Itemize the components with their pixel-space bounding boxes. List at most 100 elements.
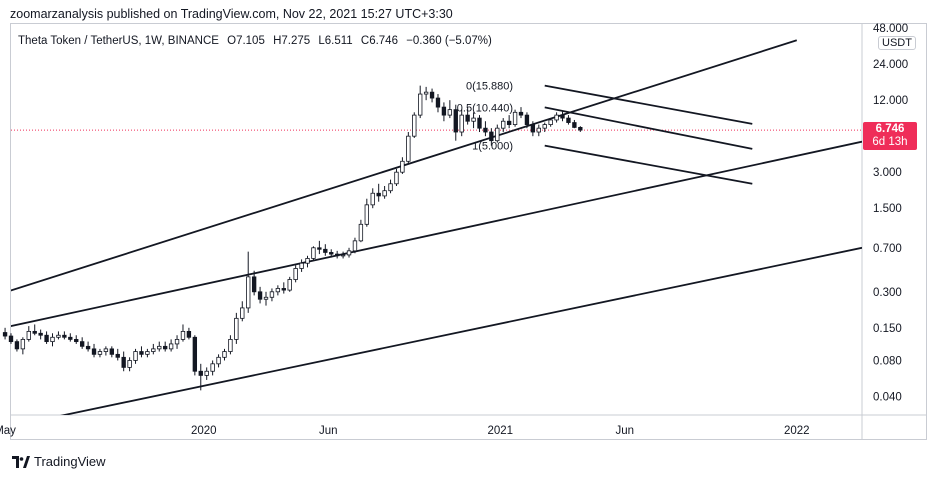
- candle-up[interactable]: [228, 339, 233, 352]
- candle-down[interactable]: [530, 124, 536, 133]
- candle-up[interactable]: [275, 288, 281, 293]
- candle-up[interactable]: [554, 114, 559, 121]
- candle-up[interactable]: [406, 135, 411, 162]
- candle-down[interactable]: [8, 335, 14, 343]
- candle-down[interactable]: [251, 276, 257, 293]
- trend-line[interactable]: [0, 140, 862, 333]
- candle-up[interactable]: [263, 296, 269, 300]
- candle-up[interactable]: [133, 351, 138, 361]
- candle-down[interactable]: [560, 114, 565, 119]
- candle-down[interactable]: [334, 253, 340, 257]
- candle-down[interactable]: [465, 114, 470, 122]
- candle-down[interactable]: [566, 117, 571, 123]
- candle-up[interactable]: [26, 330, 31, 340]
- candle-down[interactable]: [578, 126, 583, 131]
- candle-down[interactable]: [139, 351, 144, 355]
- candle-up[interactable]: [20, 339, 26, 350]
- candle-down[interactable]: [68, 336, 73, 340]
- candle-up[interactable]: [459, 114, 464, 133]
- trend-line[interactable]: [544, 106, 753, 150]
- candle-up[interactable]: [447, 109, 453, 116]
- candle-down[interactable]: [518, 111, 524, 116]
- candle-up[interactable]: [151, 348, 156, 352]
- candle-down[interactable]: [109, 348, 114, 355]
- candle-down[interactable]: [91, 348, 97, 355]
- candle-up[interactable]: [168, 343, 174, 350]
- candle-down[interactable]: [44, 334, 49, 343]
- candle-up[interactable]: [412, 114, 417, 137]
- candle-up[interactable]: [216, 356, 221, 365]
- candle-up[interactable]: [471, 117, 476, 122]
- candle-up[interactable]: [388, 183, 393, 192]
- candle-up[interactable]: [127, 360, 132, 368]
- candle-down[interactable]: [477, 117, 482, 129]
- candle-down[interactable]: [38, 332, 43, 336]
- candle-up[interactable]: [382, 190, 387, 197]
- candle-up[interactable]: [50, 336, 55, 343]
- candle-up[interactable]: [240, 307, 245, 319]
- candle-up[interactable]: [204, 370, 209, 376]
- candle-down[interactable]: [62, 334, 67, 338]
- candle-up[interactable]: [394, 171, 399, 185]
- candle-up[interactable]: [246, 276, 251, 309]
- candle-up[interactable]: [299, 262, 304, 269]
- candle-down[interactable]: [524, 114, 530, 125]
- candle-up[interactable]: [222, 351, 227, 358]
- candle-up[interactable]: [358, 223, 364, 242]
- candle-up[interactable]: [501, 120, 506, 129]
- candle-up[interactable]: [287, 279, 292, 291]
- candle-up[interactable]: [418, 93, 423, 116]
- candle-up[interactable]: [145, 351, 150, 355]
- candle-down[interactable]: [121, 356, 126, 368]
- candle-down[interactable]: [329, 252, 334, 255]
- candle-up[interactable]: [269, 291, 275, 298]
- candle-down[interactable]: [429, 91, 435, 99]
- candle-down[interactable]: [453, 109, 458, 133]
- trend-line[interactable]: [544, 84, 753, 125]
- candle-up[interactable]: [311, 247, 316, 259]
- candle-down[interactable]: [163, 345, 168, 350]
- candle-up[interactable]: [210, 363, 215, 372]
- candle-down[interactable]: [435, 97, 441, 108]
- candle-down[interactable]: [506, 120, 512, 125]
- candle-down[interactable]: [186, 330, 192, 338]
- candle-up[interactable]: [97, 351, 103, 355]
- candle-down[interactable]: [192, 336, 198, 372]
- candle-up[interactable]: [103, 348, 109, 352]
- currency-label[interactable]: USDT: [878, 36, 916, 50]
- candle-down[interactable]: [257, 291, 263, 300]
- candle-up[interactable]: [234, 317, 239, 340]
- candle-up[interactable]: [423, 91, 429, 95]
- candle-up[interactable]: [548, 119, 553, 125]
- candle-up[interactable]: [536, 127, 541, 133]
- candle-up[interactable]: [157, 345, 162, 350]
- candle-down[interactable]: [115, 353, 120, 358]
- candle-up[interactable]: [346, 250, 352, 256]
- candle-down[interactable]: [74, 339, 79, 343]
- candle-down[interactable]: [323, 248, 328, 253]
- trend-line[interactable]: [0, 39, 798, 300]
- candle-up[interactable]: [352, 240, 358, 252]
- trend-line[interactable]: [55, 246, 862, 417]
- candle-down[interactable]: [2, 332, 8, 337]
- candle-up[interactable]: [56, 334, 61, 338]
- candle-up[interactable]: [364, 204, 369, 225]
- candle-down[interactable]: [441, 106, 447, 116]
- candle-down[interactable]: [85, 345, 91, 350]
- candle-down[interactable]: [376, 192, 381, 197]
- candle-up[interactable]: [174, 339, 180, 345]
- candle-down[interactable]: [317, 247, 322, 250]
- candle-up[interactable]: [293, 268, 298, 280]
- trend-line[interactable]: [544, 144, 753, 185]
- candle-down[interactable]: [79, 341, 85, 347]
- candle-down[interactable]: [483, 127, 488, 133]
- candle-up[interactable]: [340, 254, 346, 257]
- candle-up[interactable]: [180, 330, 186, 340]
- candle-up[interactable]: [370, 192, 375, 206]
- footer-brand[interactable]: TradingView: [12, 454, 106, 469]
- candle-up[interactable]: [400, 160, 405, 173]
- candle-down[interactable]: [198, 370, 203, 376]
- candle-down[interactable]: [572, 122, 577, 128]
- candle-down[interactable]: [14, 341, 20, 350]
